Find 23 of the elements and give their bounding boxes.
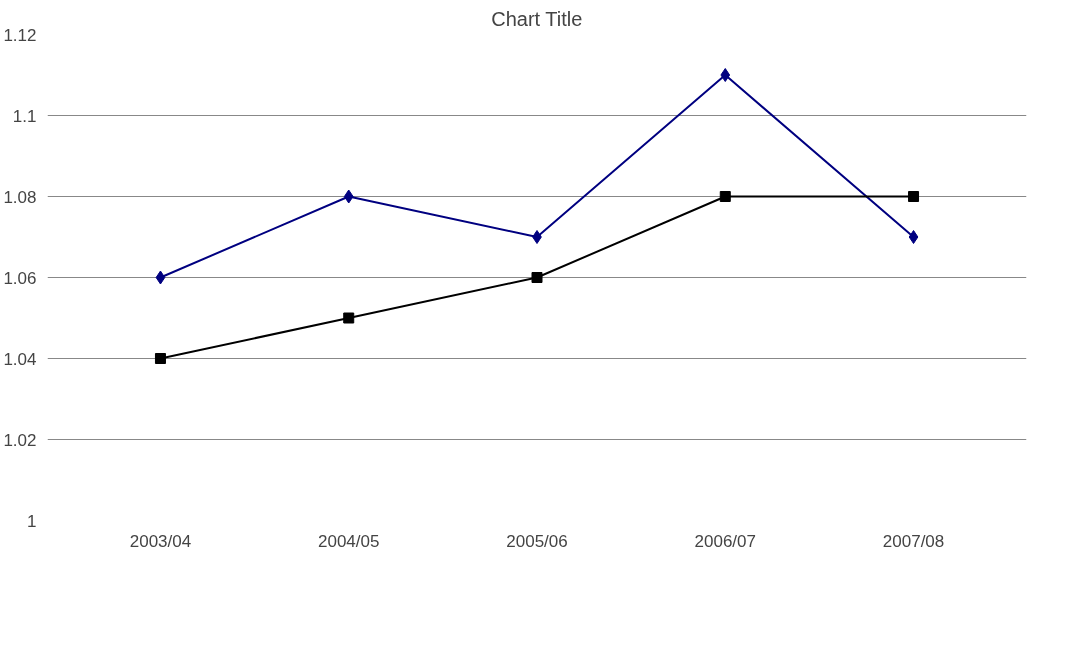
- point: [908, 230, 919, 244]
- y-tick-label: 1.02: [3, 430, 37, 450]
- x-tick-label: 2005/06: [506, 531, 568, 551]
- x-tick-label: 2004/05: [318, 531, 380, 551]
- point: [532, 230, 542, 244]
- y-tick-label: 1.1: [12, 106, 37, 126]
- chart-title: Chart Title: [491, 7, 583, 30]
- x-tick-label: 2003/04: [129, 531, 192, 551]
- y-tick-label: 1: [27, 511, 37, 531]
- y-tick-label: 1.08: [3, 187, 37, 207]
- y-tick-label: 1.12: [3, 25, 37, 45]
- point: [720, 68, 731, 82]
- y-tick-label: 1.04: [3, 349, 37, 369]
- y-tick-label: 1.06: [3, 268, 37, 288]
- point: [154, 353, 166, 364]
- point: [155, 270, 166, 285]
- x-tick-label: 2007/08: [882, 531, 945, 551]
- point: [343, 189, 354, 204]
- point: [719, 191, 731, 202]
- point: [343, 312, 355, 324]
- point: [908, 191, 920, 202]
- point: [531, 272, 543, 283]
- x-tick-label: 2006/07: [694, 531, 756, 551]
